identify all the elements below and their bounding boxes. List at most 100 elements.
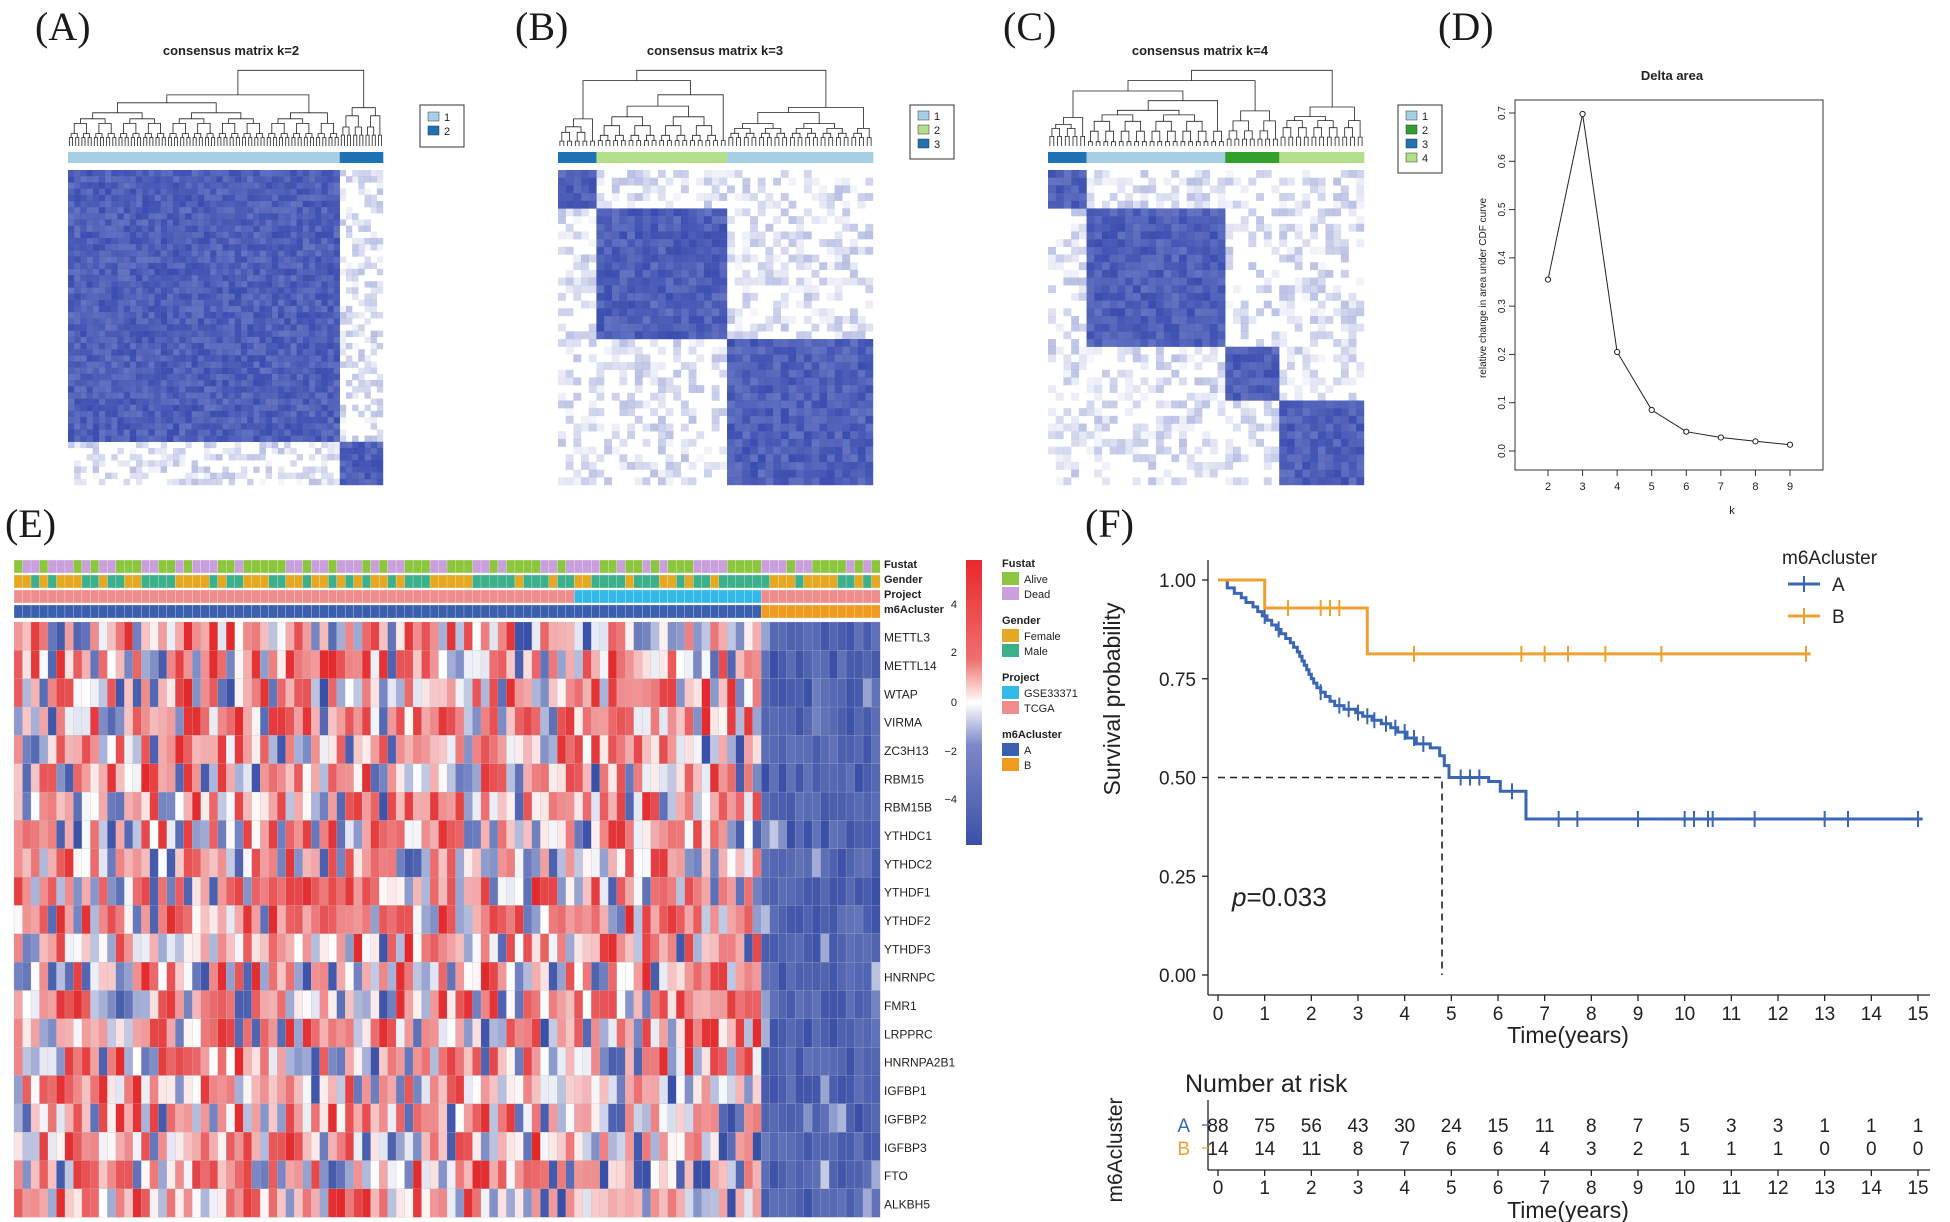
consensus-cell	[765, 362, 774, 370]
consensus-cell	[688, 362, 697, 370]
consensus-cell	[1248, 369, 1257, 378]
consensus-cell	[611, 392, 620, 401]
consensus-cell	[834, 323, 843, 332]
consensus-cell	[1071, 369, 1080, 378]
consensus-cell	[696, 231, 705, 240]
consensus-cell	[1163, 377, 1172, 386]
cluster-bar-segment-1	[68, 152, 341, 163]
consensus-cell	[665, 469, 674, 478]
consensus-cell	[160, 188, 168, 195]
consensus-cell	[1125, 285, 1133, 294]
consensus-cell	[1155, 216, 1164, 224]
consensus-cell	[1271, 377, 1280, 386]
consensus-cell	[1240, 200, 1249, 209]
consensus-cell	[1263, 400, 1272, 409]
consensus-cell	[284, 417, 291, 424]
consensus-cell	[160, 200, 168, 208]
consensus-cell	[321, 268, 328, 276]
dendrogram-branch	[1124, 120, 1141, 132]
consensus-cell	[179, 318, 186, 325]
consensus-cell	[253, 454, 260, 461]
consensus-cell	[265, 380, 273, 387]
consensus-cell	[1317, 315, 1326, 324]
consensus-cell	[173, 237, 180, 245]
consensus-cell	[1140, 454, 1149, 463]
consensus-cell	[796, 423, 805, 432]
dendrogram-branch	[75, 137, 80, 146]
consensus-cell	[1071, 438, 1080, 447]
consensus-cell	[160, 355, 168, 362]
consensus-cell	[596, 423, 605, 432]
consensus-cell	[680, 454, 689, 463]
consensus-cell	[634, 346, 643, 355]
dendrogram-branch	[1103, 141, 1109, 146]
consensus-cell	[135, 287, 143, 294]
consensus-cell	[665, 438, 674, 447]
consensus-cell	[160, 373, 168, 381]
consensus-cell	[849, 477, 858, 486]
consensus-cell	[191, 429, 198, 436]
consensus-cell	[711, 423, 720, 432]
consensus-cell	[92, 231, 100, 239]
consensus-cell	[123, 213, 130, 220]
consensus-cell	[826, 315, 835, 324]
consensus-cell	[665, 254, 674, 263]
consensus-cell	[842, 331, 851, 340]
consensus-cell	[259, 355, 266, 362]
consensus-cell	[142, 361, 149, 368]
consensus-cell	[259, 299, 266, 307]
consensus-cell	[1209, 392, 1218, 401]
dendrogram-branch	[782, 137, 787, 146]
consensus-cell	[296, 225, 303, 232]
consensus-cell	[302, 256, 310, 263]
consensus-cell	[173, 447, 180, 455]
consensus-cell	[711, 285, 720, 294]
consensus-cell	[376, 441, 384, 449]
consensus-cell	[1279, 392, 1288, 401]
consensus-cell	[1125, 254, 1133, 263]
consensus-cell	[98, 478, 106, 486]
dendrogram-branch	[672, 116, 705, 126]
consensus-cell	[1202, 177, 1211, 186]
consensus-cell	[271, 373, 279, 381]
consensus-cell	[757, 354, 766, 363]
consensus-cell	[321, 361, 328, 368]
dendrogram-k4	[1049, 69, 1363, 146]
consensus-cell	[327, 373, 334, 381]
consensus-cell	[1194, 408, 1203, 417]
consensus-cell	[185, 349, 192, 356]
consensus-cell	[734, 369, 743, 378]
consensus-cell	[719, 239, 728, 248]
consensus-cell	[364, 244, 371, 251]
consensus-cell	[842, 469, 851, 478]
consensus-cell	[750, 277, 758, 286]
consensus-cell	[135, 454, 143, 461]
consensus-cell	[1078, 193, 1087, 201]
consensus-cell	[123, 460, 130, 467]
consensus-cell	[333, 237, 340, 245]
consensus-cell	[780, 415, 789, 424]
annotation-cell	[124, 604, 134, 619]
consensus-cell	[352, 268, 359, 276]
consensus-cell	[1048, 193, 1056, 201]
consensus-cell	[302, 268, 310, 276]
consensus-cell	[327, 200, 334, 208]
consensus-cell	[796, 477, 805, 486]
consensus-cell	[811, 408, 820, 417]
consensus-cell	[604, 300, 612, 309]
consensus-cell	[780, 231, 789, 240]
consensus-cell	[1348, 400, 1357, 409]
consensus-cell	[278, 423, 285, 430]
consensus-cell	[1256, 346, 1265, 355]
consensus-cell	[1333, 446, 1342, 455]
consensus-cell	[80, 231, 87, 239]
consensus-cell	[142, 460, 149, 467]
d-ytick-label: 0.0	[1497, 444, 1508, 458]
consensus-cell	[80, 213, 87, 220]
consensus-cell	[203, 262, 211, 270]
dendrogram-branch	[790, 137, 795, 146]
consensus-cell	[290, 417, 297, 424]
consensus-cell	[1348, 415, 1357, 424]
consensus-cell	[74, 293, 81, 300]
consensus-cell	[565, 285, 574, 294]
